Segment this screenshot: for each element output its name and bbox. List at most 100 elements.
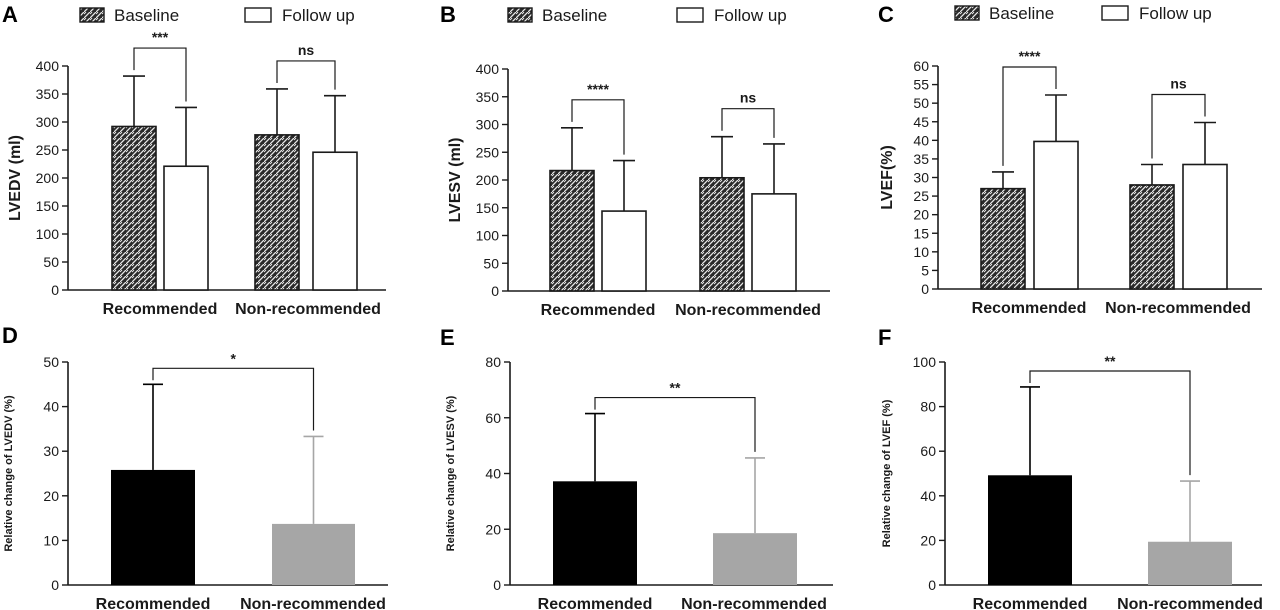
category-label: Non-recommended [240,596,386,610]
y-tick-label: 0 [921,281,929,297]
panel-b-chart: B 0 50 100 150 200 250 300 350 400 LVESV (ml) Recom… [440,2,830,319]
y-tick-label: 40 [43,399,59,415]
category-label: Recommended [541,302,656,319]
y-tick-label: 5 [921,262,929,278]
category-label: Non-recommended [675,302,821,319]
y-tick-label: 0 [491,283,499,299]
significance-bracket [721,108,775,138]
y-tick-label: 15 [913,225,929,241]
y-axis-title: Relative change of LVESV (%) [445,395,457,551]
legend-swatch-baseline [507,7,533,23]
significance-bracket [1151,93,1206,159]
y-tick-label: 0 [51,577,59,593]
y-tick-label: 10 [913,244,929,260]
panel-letter: A [2,2,18,27]
y-tick-label: 45 [913,114,929,130]
significance-label: *** [152,29,169,45]
y-tick-label: 200 [36,170,60,186]
significance-label: ** [1105,353,1116,369]
legend-label-follow-up: Follow up [714,6,787,25]
y-tick-label: 0 [493,577,501,593]
y-tick-label: 55 [913,77,929,93]
y-tick-label: 20 [43,488,59,504]
legend-label-baseline: Baseline [542,6,607,25]
legend-label-baseline: Baseline [989,4,1054,23]
bar-follow-up [1182,163,1228,290]
bar-recommended [553,481,637,585]
y-tick-label: 80 [485,354,501,370]
y-tick-label: 35 [913,151,929,167]
significance-bracket [571,99,625,155]
y-tick-label: 150 [36,198,60,214]
y-tick-label: 40 [913,132,929,148]
category-label: Non-recommended [235,301,381,318]
y-tick-label: 50 [483,255,499,271]
significance-label: **** [587,81,609,97]
bar-follow-up [601,210,647,292]
bar-follow-up [751,193,797,292]
y-axis-title: LVEDV (ml) [7,135,24,221]
legend-swatch-follow-up [1101,5,1129,21]
bar-non-recommended [1148,541,1232,585]
y-axis-title: Relative change of LVEDV (%) [3,395,15,552]
y-tick-label: 40 [920,488,936,504]
legend-swatch-follow-up [244,7,272,23]
y-tick-label: 0 [51,282,59,298]
significance-bracket [594,396,756,452]
legend-label-follow-up: Follow up [1139,4,1212,23]
panel-letter: B [440,2,456,27]
y-tick-label: 200 [476,172,500,188]
y-tick-label: 150 [476,200,500,216]
bar-recommended [988,475,1072,585]
bar-baseline [111,125,157,291]
panel-f-chart: F 0 20 40 60 80 100 Relative change of LVEF (%)… [878,325,1263,610]
y-tick-label: 300 [36,114,60,130]
bar-baseline [254,134,300,291]
significance-bracket [276,60,336,90]
significance-bracket [152,367,315,431]
significance-label: * [231,350,237,366]
legend-label-baseline: Baseline [114,6,179,25]
y-tick-label: 0 [928,577,936,593]
significance-label: ns [298,42,315,58]
bar-baseline [549,169,595,292]
bar-baseline [699,176,745,292]
panel-letter: C [878,2,894,27]
y-tick-label: 40 [485,466,501,482]
y-tick-label: 400 [36,58,60,74]
y-axis-title: Relative change of LVEF (%) [881,399,893,547]
bar-baseline [1129,184,1175,290]
y-tick-label: 10 [43,532,59,548]
category-label: Recommended [972,300,1087,317]
bar-follow-up [1033,140,1079,290]
panel-letter: D [2,323,18,348]
y-tick-label: 350 [476,89,500,105]
category-label: Recommended [973,596,1088,610]
y-tick-label: 20 [485,521,501,537]
y-tick-label: 60 [485,410,501,426]
y-tick-label: 100 [36,226,60,242]
bar-non-recommended [272,523,355,585]
y-tick-label: 250 [476,144,500,160]
category-label: Non-recommended [1117,596,1263,610]
panel-c-chart: C 0 5 10 15 20 25 30 35 40 45 50 55 60 LVEF(%) Recommen… [878,2,1262,317]
panel-e-chart: E 0 20 40 60 80 Relative change of LVESV (%) Re… [440,325,833,610]
y-tick-label: 60 [920,443,936,459]
y-tick-label: 250 [36,142,60,158]
category-label: Recommended [103,301,218,318]
significance-label: ns [740,90,757,106]
legend-swatch-baseline [954,5,980,21]
significance-label: **** [1019,48,1041,64]
y-tick-label: 100 [476,228,500,244]
legend-swatch-follow-up [676,7,704,23]
y-tick-label: 50 [43,354,59,370]
bar-recommended [111,469,195,585]
y-tick-label: 350 [36,86,60,102]
category-label: Non-recommended [1105,300,1251,317]
y-tick-label: 80 [920,399,936,415]
significance-label: ns [1170,75,1187,91]
y-tick-label: 50 [913,95,929,111]
y-axis-title: LVESV (ml) [447,137,464,222]
significance-bracket [1002,66,1057,166]
